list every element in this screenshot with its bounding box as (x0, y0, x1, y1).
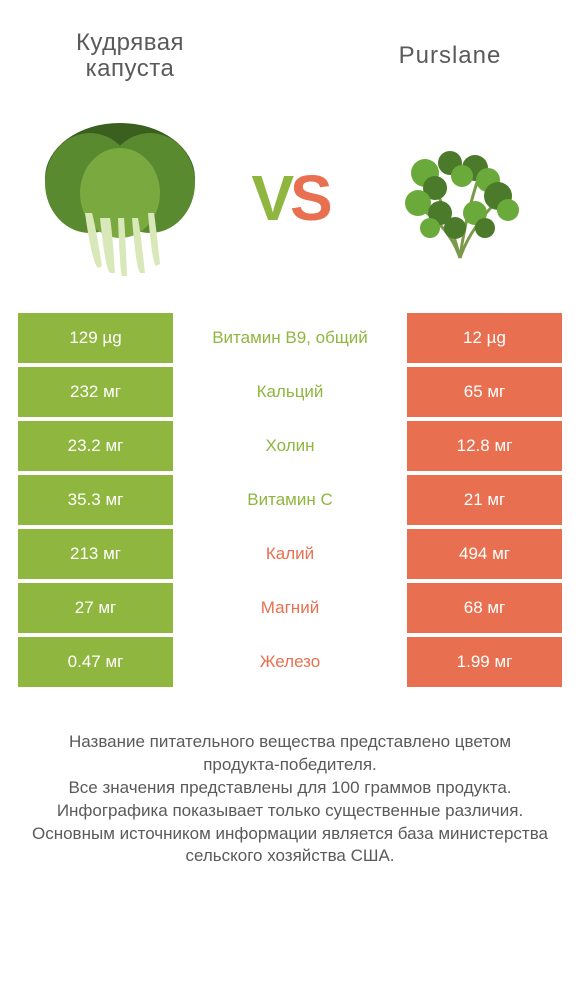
left-value-cell: 35.3 мг (18, 475, 173, 525)
table-row: 213 мгКалий494 мг (18, 529, 562, 579)
left-value-cell: 0.47 мг (18, 637, 173, 687)
nutrient-label-cell: Железо (173, 637, 407, 687)
right-food-title: Purslane (360, 42, 540, 70)
nutrient-label-cell: Витамин C (173, 475, 407, 525)
table-row: 35.3 мгВитамин C21 мг (18, 475, 562, 525)
footer-line4: Основным источником информации является … (30, 823, 550, 869)
nutrient-label-cell: Калий (173, 529, 407, 579)
vs-v-letter: V (251, 162, 290, 234)
left-value-cell: 23.2 мг (18, 421, 173, 471)
nutrient-label-cell: Витамин B9, общий (173, 313, 407, 363)
right-value-cell: 65 мг (407, 367, 562, 417)
purslane-image (370, 108, 550, 288)
footer-line3: Инфографика показывает только существенн… (30, 800, 550, 823)
left-value-cell: 27 мг (18, 583, 173, 633)
right-value-cell: 21 мг (407, 475, 562, 525)
footer-notes: Название питательного вещества представл… (0, 691, 580, 889)
vs-s-letter: S (290, 162, 329, 234)
nutrient-label-cell: Кальций (173, 367, 407, 417)
left-value-cell: 232 мг (18, 367, 173, 417)
table-row: 129 µgВитамин B9, общий12 µg (18, 313, 562, 363)
nutrient-label-cell: Магний (173, 583, 407, 633)
right-value-cell: 68 мг (407, 583, 562, 633)
left-title-line1: Кудрявая (40, 30, 220, 56)
left-food-title: Кудрявая капуста (40, 30, 220, 83)
left-value-cell: 213 мг (18, 529, 173, 579)
table-row: 232 мгКальций65 мг (18, 367, 562, 417)
comparison-table: 129 µgВитамин B9, общий12 µg232 мгКальци… (0, 313, 580, 687)
footer-line2: Все значения представлены для 100 граммо… (30, 777, 550, 800)
table-row: 23.2 мгХолин12.8 мг (18, 421, 562, 471)
images-row: VS (0, 93, 580, 313)
table-row: 0.47 мгЖелезо1.99 мг (18, 637, 562, 687)
header-row: Кудрявая капуста Purslane (0, 0, 580, 93)
right-value-cell: 12.8 мг (407, 421, 562, 471)
right-value-cell: 494 мг (407, 529, 562, 579)
vs-label: VS (251, 161, 328, 235)
kale-image (30, 108, 210, 288)
nutrient-label-cell: Холин (173, 421, 407, 471)
footer-line1: Название питательного вещества представл… (30, 731, 550, 777)
left-title-line2: капуста (40, 56, 220, 82)
left-value-cell: 129 µg (18, 313, 173, 363)
right-value-cell: 1.99 мг (407, 637, 562, 687)
right-value-cell: 12 µg (407, 313, 562, 363)
table-row: 27 мгМагний68 мг (18, 583, 562, 633)
